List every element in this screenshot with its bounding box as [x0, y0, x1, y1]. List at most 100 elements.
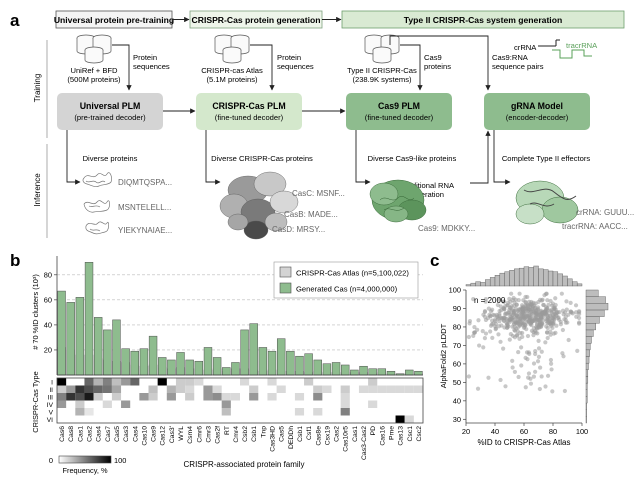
- bar-category-label: Csx19: [324, 426, 331, 445]
- heatmap-cell: [322, 385, 332, 393]
- scatter-point: [482, 314, 487, 319]
- heatmap-cell: [368, 378, 378, 386]
- heatmap-cell: [121, 400, 131, 408]
- scatter-y-tick-label: 90: [453, 304, 461, 313]
- inference-arrow: [205, 130, 221, 185]
- scatter-point: [515, 321, 521, 326]
- bar-generated-Cas12: [158, 357, 167, 376]
- tracrrna-label: tracrRNA: [566, 41, 598, 50]
- scatter-point: [511, 295, 516, 301]
- bar-category-label: Cas4: [132, 426, 139, 442]
- rna-sequence: crRNA: GUUU...: [576, 208, 634, 217]
- cas-sequence: CasC: MSNF...: [292, 189, 345, 198]
- scatter-point: [523, 322, 528, 328]
- scatter-point: [574, 314, 579, 319]
- histogram-y-bar: [585, 409, 587, 417]
- scatter-x-tick-label: 100: [576, 427, 588, 436]
- bar-y-tick-label: 60: [44, 295, 52, 304]
- scatter-point: [535, 331, 540, 336]
- arrow-label: Protein: [277, 53, 301, 62]
- scatter-point: [536, 354, 542, 360]
- scatter-point: [490, 318, 495, 323]
- bar-generated-Cas4: [93, 317, 103, 376]
- bar-y-axis-label: # 70 %ID clusters (10³): [31, 274, 40, 350]
- protein-sequence: DIQMTQSPA...: [118, 178, 172, 187]
- dataset-size: (5.1M proteins): [206, 75, 258, 84]
- scatter-point: [496, 324, 502, 329]
- scatter-point: [482, 309, 488, 314]
- bar-generated-Cas10: [139, 348, 149, 376]
- model-box-cas9[interactable]: [346, 93, 452, 130]
- scatter-point: [493, 318, 498, 324]
- heatmap-cell: [230, 393, 240, 401]
- heatmap-cell: [93, 393, 103, 401]
- scatter-x-axis-label: %ID to CRISPR-Cas Atlas: [478, 438, 571, 447]
- bar-generated-Cas6: [57, 290, 66, 376]
- scatter-point: [564, 307, 569, 312]
- scatter-point: [538, 318, 543, 323]
- model-box-universal[interactable]: [57, 93, 163, 130]
- effector-complex-icon: [515, 180, 579, 225]
- scatter-point: [507, 337, 512, 342]
- scatter-point: [501, 346, 506, 351]
- scatter-point: [503, 384, 508, 389]
- bar-category-label: Cas2: [87, 426, 94, 442]
- heatmap-cell: [404, 385, 414, 393]
- heatmap-cell: [75, 400, 85, 408]
- cas-sequence: CasD: MRSY...: [272, 225, 325, 234]
- histogram-x-bar: [523, 266, 530, 287]
- histogram-x-bar: [489, 277, 496, 287]
- bar-category-label: Cas16: [379, 426, 386, 446]
- scatter-point: [560, 308, 566, 313]
- protein-sequence: YIEKYNAIAE...: [118, 226, 172, 235]
- histogram-y-bar: [585, 362, 589, 370]
- scatter-point: [503, 311, 508, 316]
- heatmap-cell: [185, 393, 195, 401]
- histogram-y-bar: [585, 349, 590, 357]
- marginal-x-histogram: [465, 265, 583, 287]
- bar-category-label: Cas7: [105, 426, 112, 442]
- bar-category-label: Cas12: [160, 426, 167, 446]
- colorbar-max: 100: [114, 456, 126, 465]
- scatter-point: [517, 307, 522, 312]
- heatmap-cell: [75, 393, 85, 401]
- bar-category-label: Cas2: [334, 426, 341, 442]
- model-subtitle: (pre-trained decoder): [74, 113, 146, 122]
- bar-category-label: Cas10r5: [343, 426, 350, 452]
- scatter-point: [507, 296, 512, 301]
- training-arrow: [112, 44, 132, 91]
- arrow-label: Cas9:RNA: [492, 53, 529, 62]
- model-box-grna[interactable]: [484, 93, 590, 130]
- scatter-y-tick-label: 40: [453, 396, 461, 405]
- model-title: CRISPR-Cas PLM: [212, 101, 285, 111]
- scatter-point: [575, 348, 580, 354]
- scatter-point: [514, 302, 519, 308]
- bar-generated-Cas9: [148, 335, 158, 376]
- bar-legend: CRISPR-Cas Atlas (n=5,100,022) Generated…: [273, 261, 419, 299]
- scatter-y-tick-label: 100: [449, 286, 461, 295]
- output-caption: Diverse CRISPR-Cas proteins: [211, 154, 313, 163]
- cas9-structure-icon: [369, 179, 427, 223]
- scatter-point: [552, 305, 557, 310]
- legend-swatch-atlas: [279, 266, 292, 278]
- heatmap-cell: [395, 415, 405, 423]
- scatter-point: [550, 301, 555, 306]
- heatmap-row-label: V: [49, 409, 54, 416]
- model-box-crispr[interactable]: [196, 93, 302, 130]
- bar-category-label: RT: [224, 426, 231, 435]
- database-icon: [364, 34, 400, 64]
- bar-generated-Cas3': [167, 359, 176, 376]
- cas-sequence: CasB: MADE...: [284, 210, 338, 219]
- scatter-point: [497, 308, 502, 314]
- scatter-point: [527, 351, 532, 356]
- scatter-point: [556, 315, 561, 320]
- scatter-point: [565, 320, 570, 325]
- scatter-point: [523, 315, 528, 320]
- colorbar: [58, 455, 112, 464]
- legend-label-atlas: CRISPR-Cas Atlas (n=5,100,022): [296, 269, 409, 278]
- arrow-label: Conditional RNA: [398, 181, 455, 190]
- heatmap-cell: [111, 393, 122, 401]
- scatter-point: [543, 340, 548, 345]
- scatter-point: [561, 354, 566, 359]
- scatter-point: [557, 310, 562, 315]
